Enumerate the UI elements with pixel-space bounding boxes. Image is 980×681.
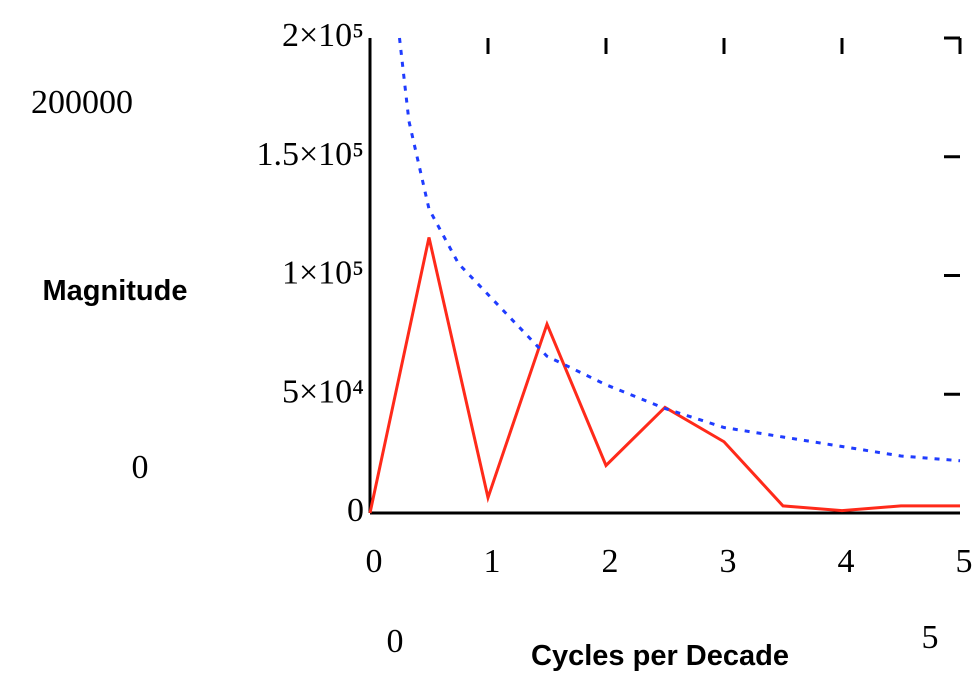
y-tick-label: 2×10⁵ xyxy=(282,17,364,54)
y-axis-title: Magnitude xyxy=(43,275,188,307)
y-tick-label: 0 xyxy=(347,492,364,529)
y-tick-label: 1.5×10⁵ xyxy=(256,136,364,173)
x-tick-label: 2 xyxy=(602,543,619,580)
x-axis-title: Cycles per Decade xyxy=(531,640,789,672)
x-max-label: 5 xyxy=(922,619,939,656)
y-tick-label: 1×10⁵ xyxy=(282,255,364,292)
x-tick-label: 4 xyxy=(838,543,855,580)
series-line xyxy=(398,37,961,463)
y-min-label: 0 xyxy=(132,449,149,486)
x-tick-label: 1 xyxy=(484,543,501,580)
x-min-label: 0 xyxy=(387,623,404,660)
x-tick-label: 5 xyxy=(956,543,973,580)
y-tick-label: 5×10⁴ xyxy=(282,373,364,410)
y-max-label: 200000 xyxy=(31,84,133,121)
x-tick-label: 3 xyxy=(720,543,737,580)
x-tick-label: 0 xyxy=(366,543,383,580)
